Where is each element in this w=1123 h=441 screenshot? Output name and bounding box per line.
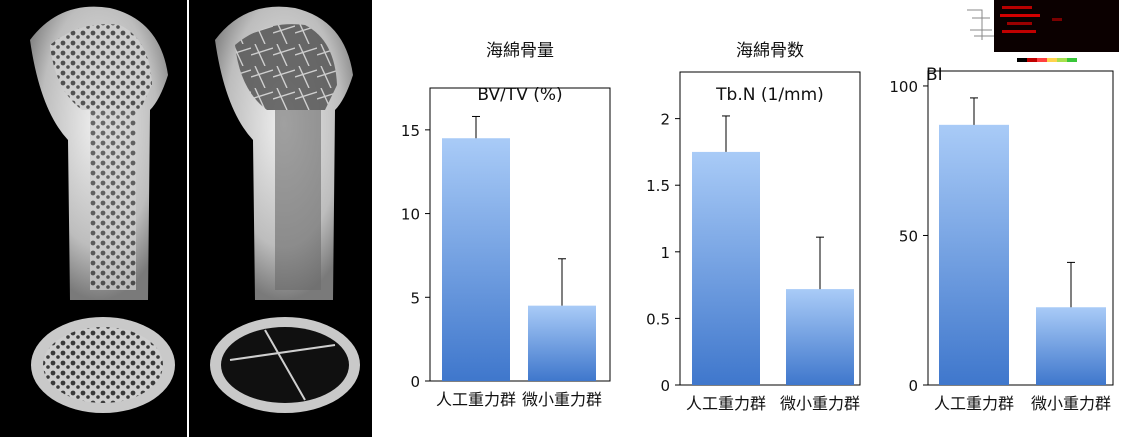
y-tick-label: 1.5	[646, 177, 670, 195]
chart-bv-tv: 0 5 10 15 人工重力群 微小重力群	[401, 87, 611, 409]
y-tick-label: 15	[401, 122, 420, 140]
plot-frame	[679, 71, 861, 386]
x-category-label: 人工重力群	[934, 394, 1014, 413]
plot-frame	[927, 70, 1114, 386]
chart-2-title: 海綿骨数 Tb.N (1/mm)	[690, 18, 850, 128]
y-tick-label: 50	[899, 227, 918, 245]
x-category-label: 微小重力群	[1031, 394, 1111, 413]
bone-ct-images	[30, 6, 360, 413]
chart-3-title-text: BI	[926, 65, 943, 85]
plot-frame	[429, 87, 611, 382]
y-tick-label: 0	[410, 373, 420, 391]
bar-microgravity	[528, 305, 596, 381]
y-tick-label: 0	[908, 377, 918, 395]
femur-microgravity	[210, 6, 360, 413]
x-category-label: 人工重力群	[686, 394, 766, 413]
y-tick-label: 100	[889, 78, 918, 96]
x-category-label: 人工重力群	[436, 390, 516, 409]
bar-artificial-gravity	[692, 151, 760, 385]
y-tick-label: 10	[401, 206, 420, 224]
bar-microgravity	[786, 289, 854, 385]
chart-bi: 0 50 100 人工重力群 微小重力群	[889, 70, 1114, 413]
femur-artificial-gravity	[30, 6, 175, 413]
bar-artificial-gravity	[442, 138, 510, 381]
chart-1-title-text: 海綿骨量	[486, 41, 554, 61]
bone-ct-photo-panel	[0, 0, 372, 437]
chart-3-title: BI	[926, 42, 986, 108]
y-tick-label: 5	[410, 289, 420, 307]
y-tick-label: 1	[660, 244, 670, 262]
bar-artificial-gravity	[939, 124, 1009, 386]
bar-microgravity	[1036, 307, 1106, 385]
photo-divider	[187, 0, 189, 437]
y-tick-label: 0	[660, 377, 670, 395]
chart-2-subtitle: Tb.N (1/mm)	[716, 85, 824, 105]
heatmap-image	[962, 0, 1123, 70]
chart-1-subtitle: BV/TV (%)	[477, 85, 563, 105]
y-tick-label: 2	[660, 111, 670, 129]
chart-1-title: 海綿骨量 BV/TV (%)	[440, 18, 600, 128]
heatmap-thumbnail	[962, 0, 1123, 70]
chart-tb-n: 0 0.5 1 1.5 2 人工重力群 微小重力群	[646, 71, 861, 413]
y-tick-label: 0.5	[646, 310, 670, 328]
chart-2-title-text: 海綿骨数	[736, 41, 804, 61]
x-category-label: 微小重力群	[780, 394, 860, 413]
x-category-label: 微小重力群	[522, 390, 602, 409]
